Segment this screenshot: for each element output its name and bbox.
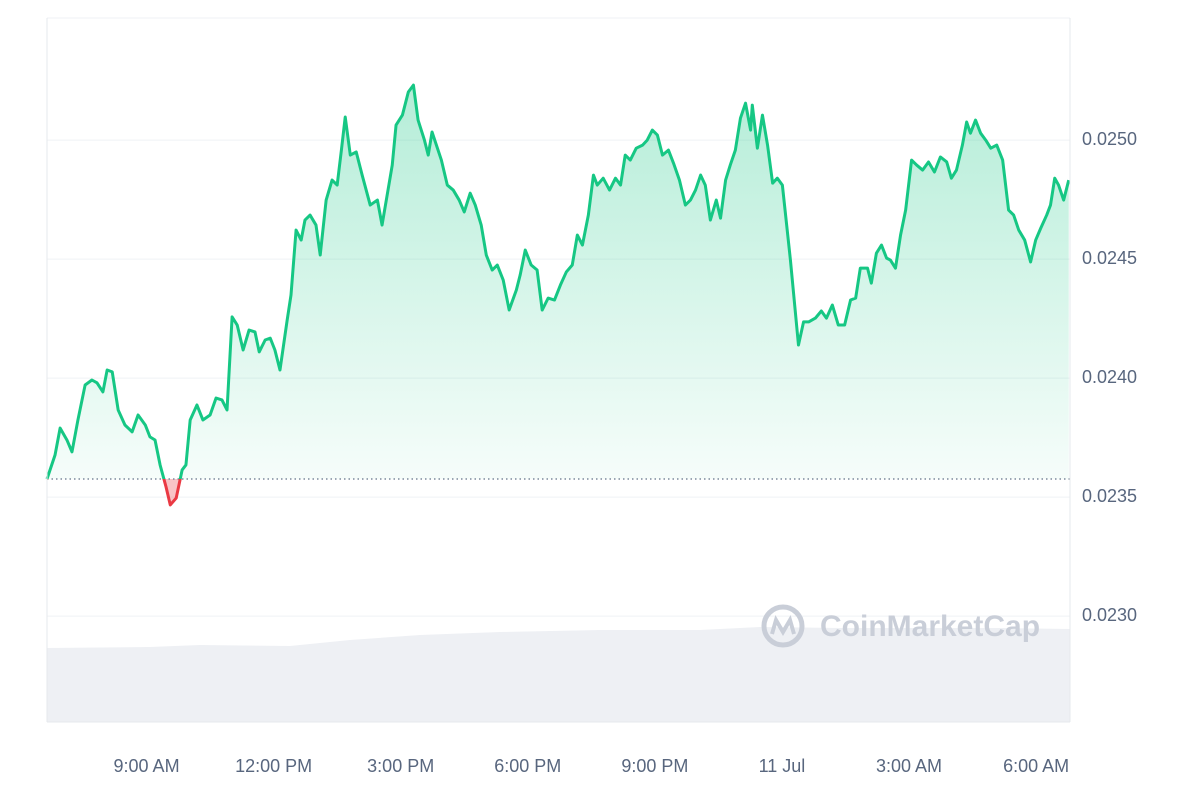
x-tick-label: 11 Jul bbox=[759, 756, 806, 776]
watermark-text: CoinMarketCap bbox=[820, 610, 1040, 643]
x-tick-label: 9:00 AM bbox=[114, 756, 180, 776]
price-line bbox=[45, 83, 1071, 480]
area-below bbox=[163, 479, 181, 505]
x-tick-label: 3:00 PM bbox=[367, 756, 434, 776]
watermark-logo bbox=[761, 604, 805, 648]
plot bbox=[45, 83, 1071, 507]
x-tick-label: 3:00 AM bbox=[876, 756, 942, 776]
x-tick-label: 6:00 PM bbox=[494, 756, 561, 776]
x-tick-label: 12:00 PM bbox=[235, 756, 312, 776]
watermark: CoinMarketCap bbox=[761, 604, 1040, 648]
x-tick-label: 6:00 AM bbox=[1003, 756, 1069, 776]
x-tick-label: 9:00 PM bbox=[621, 756, 688, 776]
watermark-logo-mark bbox=[770, 614, 796, 636]
y-tick-label: 0.0245 bbox=[1082, 248, 1137, 268]
y-tick-label: 0.0240 bbox=[1082, 367, 1137, 387]
volume-area bbox=[47, 627, 1070, 722]
area-above bbox=[47, 85, 1069, 480]
y-tick-label: 0.0230 bbox=[1082, 605, 1137, 625]
y-tick-label: 0.0250 bbox=[1082, 129, 1137, 149]
y-tick-label: 0.0235 bbox=[1082, 486, 1137, 506]
